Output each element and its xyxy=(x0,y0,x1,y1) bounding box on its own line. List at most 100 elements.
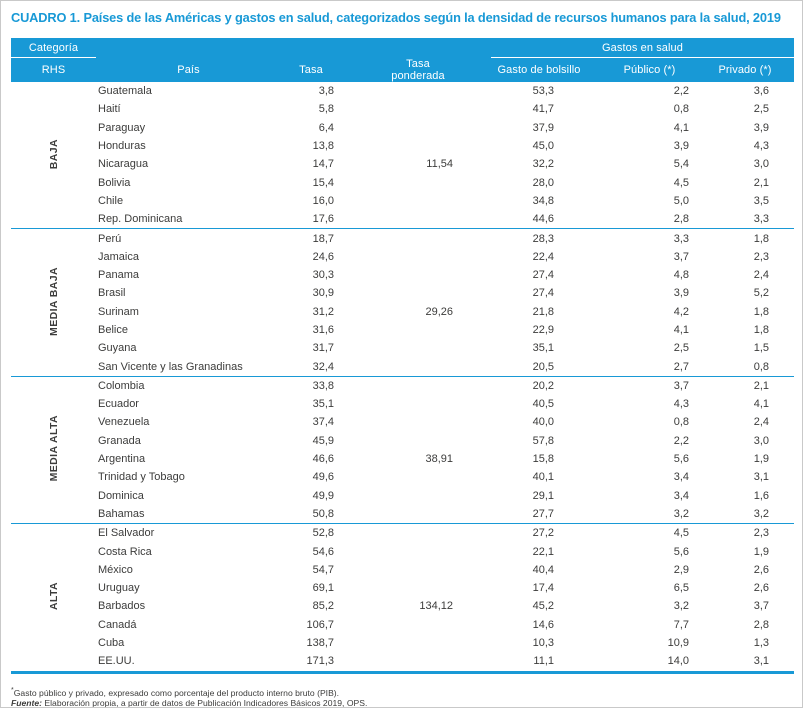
cell-privado: 2,3 xyxy=(708,523,794,542)
cell-publico: 14,0 xyxy=(667,655,689,668)
cell-pais: Trinidad y Tobago xyxy=(98,471,185,484)
cell-tasa-ponderada xyxy=(381,616,491,634)
cell-privado: 3,0 xyxy=(753,158,769,171)
cell-pais: Uruguay xyxy=(98,582,140,595)
cell-privado: 1,8 xyxy=(708,228,794,247)
table-row: Costa Rica 54,6 22,1 5,6 1,9 xyxy=(11,542,794,560)
category-vertical-text: ALTA xyxy=(47,581,60,610)
cell-publico: 4,3 xyxy=(673,398,689,411)
footnote-note: *Gasto público y privado, expresado como… xyxy=(11,686,792,698)
cell-privado: 2,3 xyxy=(753,250,769,263)
cell-pais: Honduras xyxy=(98,140,146,153)
table-row: Bahamas 50,8 27,7 3,2 3,2 xyxy=(11,505,794,523)
cell-publico: 4,1 xyxy=(673,324,689,336)
cell-tasa-ponderada xyxy=(381,523,491,542)
cell-tasa-ponderada xyxy=(381,357,491,375)
cell-pais: Colombia xyxy=(96,375,281,395)
cell-tasa: 31,7 xyxy=(312,342,334,355)
cell-publico: 2,8 xyxy=(673,213,689,226)
table-row: MEDIA ALTA Colombia 33,8 20,2 3,7 2,1 xyxy=(11,375,794,482)
table-row: Nicaragua 14,7 11,54 32,2 5,4 3,0 xyxy=(11,155,794,173)
cell-gasto-bolsillo: 22,4 xyxy=(532,250,554,263)
cell-tasa-ponderada xyxy=(381,432,491,450)
header-categoria: Categoría xyxy=(11,38,96,58)
cell-gasto-bolsillo: 20,2 xyxy=(491,375,603,395)
cell-tasa: 49,9 xyxy=(312,489,334,502)
cell-privado: 3,7 xyxy=(753,600,769,613)
cell-tasa: 33,8 xyxy=(281,375,381,395)
cell-tasa-ponderada xyxy=(381,119,491,137)
cell-privado: 2,5 xyxy=(753,103,769,116)
cell-pais: San Vicente y las Granadinas xyxy=(98,360,243,373)
cell-tasa-ponderada: 38,91 xyxy=(425,453,453,466)
cell-tasa-ponderada xyxy=(381,468,491,486)
cell-pais: Argentina xyxy=(98,453,146,466)
cell-pais: Guatemala xyxy=(98,85,152,98)
cell-tasa-ponderada xyxy=(381,542,491,560)
table-row: Canadá 106,7 14,6 7,7 2,8 xyxy=(11,616,794,634)
cell-publico: 5,6 xyxy=(673,545,689,558)
cell-privado: 2,4 xyxy=(753,269,769,282)
cell-tasa: 15,4 xyxy=(312,176,334,189)
cell-pais: México xyxy=(98,563,133,576)
cell-tasa: 54,7 xyxy=(312,563,334,576)
cell-gasto-bolsillo: 11,1 xyxy=(533,655,554,668)
cell-tasa: 106,7 xyxy=(306,618,334,631)
cell-pais: Jamaica xyxy=(98,250,139,263)
table-row: Guyana 31,7 35,1 2,5 1,5 xyxy=(11,339,794,357)
cell-publico: 3,2 xyxy=(673,507,689,520)
table-row: Chile 16,0 34,8 5,0 3,5 xyxy=(11,192,794,210)
footnote-asterisk: * xyxy=(11,686,14,694)
cell-gasto-bolsillo: 40,4 xyxy=(532,563,554,576)
cell-gasto-bolsillo: 22,9 xyxy=(532,324,554,336)
footnotes: *Gasto público y privado, expresado como… xyxy=(11,686,792,708)
category-label-media-alta: MEDIA ALTA xyxy=(11,375,96,523)
cell-pais: EE.UU. xyxy=(98,655,135,668)
cell-publico: 2,5 xyxy=(673,342,689,355)
cell-gasto-bolsillo: 44,6 xyxy=(532,213,554,226)
header-tasa-ponderada: Tasa ponderada xyxy=(381,58,491,82)
cell-tasa-ponderada xyxy=(381,413,491,431)
header-gastos-en-salud: Gastos en salud xyxy=(491,38,794,58)
category-vertical-text: MEDIA BAJA xyxy=(47,266,60,336)
table-row: Jamaica 24,6 22,4 3,7 2,3 xyxy=(11,248,794,266)
header-row-bottom: RHS País Tasa Tasa ponderada Gasto de bo… xyxy=(11,58,794,82)
cell-tasa: 5,8 xyxy=(318,103,334,116)
cell-pais: Barbados xyxy=(98,600,146,613)
cell-gasto-bolsillo: 41,7 xyxy=(532,103,554,116)
cell-gasto-bolsillo: 37,9 xyxy=(532,121,554,134)
cell-gasto-bolsillo: 40,1 xyxy=(532,471,554,484)
cell-pais: Nicaragua xyxy=(98,158,149,171)
table-row: Venezuela 37,4 40,0 0,8 2,4 xyxy=(11,413,794,431)
cell-gasto-bolsillo: 45,2 xyxy=(532,600,554,613)
cell-pais: Ecuador xyxy=(98,398,139,411)
cell-tasa: 14,7 xyxy=(312,158,334,171)
cell-tasa: 17,6 xyxy=(312,213,334,226)
cell-privado: 1,5 xyxy=(753,342,769,355)
cell-tasa-ponderada xyxy=(381,395,491,413)
cell-tasa-ponderada: 134,12 xyxy=(419,600,453,613)
cell-pais: Guyana xyxy=(98,342,137,355)
table-row: Barbados 85,2 134,12 45,2 3,2 3,7 xyxy=(11,597,794,615)
cell-publico: 4,8 xyxy=(673,269,689,282)
cell-tasa-ponderada xyxy=(381,505,491,523)
cell-publico: 3,7 xyxy=(673,250,689,263)
cell-tasa-ponderada: 29,26 xyxy=(425,305,453,318)
cell-pais: Surinam xyxy=(98,305,139,318)
cell-tasa: 37,4 xyxy=(312,416,334,429)
cell-gasto-bolsillo: 10,3 xyxy=(532,637,554,650)
page-title: CUADRO 1. Países de las Américas y gasto… xyxy=(11,10,781,25)
cell-tasa: 32,4 xyxy=(312,360,334,373)
cell-publico: 5,0 xyxy=(673,194,689,207)
cell-privado: 1,8 xyxy=(753,305,769,318)
cell-tasa: 6,4 xyxy=(318,121,334,134)
table-row: Bolivia 15,4 28,0 4,5 2,1 xyxy=(11,173,794,191)
cell-pais: Chile xyxy=(98,194,124,207)
table-row: Granada 45,9 57,8 2,2 3,0 xyxy=(11,432,794,450)
cell-publico: 5,6 xyxy=(673,453,689,466)
cell-gasto-bolsillo: 35,1 xyxy=(532,342,554,355)
cell-gasto-bolsillo: 15,8 xyxy=(532,453,554,466)
cell-publico: 3,9 xyxy=(673,140,689,153)
cell-tasa: 31,6 xyxy=(312,324,334,336)
